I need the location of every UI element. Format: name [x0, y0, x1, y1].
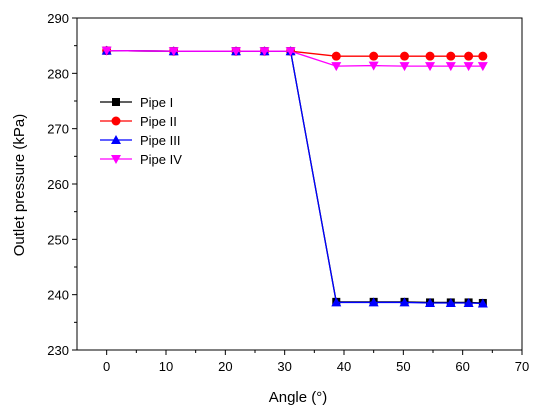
data-point — [446, 51, 456, 61]
series-line — [106, 49, 483, 67]
x-tick-label: 30 — [277, 359, 291, 374]
y-tick-label: 280 — [47, 66, 69, 81]
x-tick-label: 50 — [396, 359, 410, 374]
data-point — [425, 62, 436, 72]
data-point — [425, 51, 435, 61]
plot-area — [76, 17, 523, 351]
series-4 — [101, 46, 488, 72]
data-point — [331, 62, 342, 72]
data-point — [101, 46, 112, 56]
data-point — [368, 61, 379, 71]
legend-item: Pipe IV — [100, 152, 182, 167]
y-tick-label: 270 — [47, 122, 69, 137]
data-point — [463, 62, 474, 72]
legend-label: Pipe II — [140, 114, 177, 129]
x-tick-label: 20 — [218, 359, 232, 374]
plot-frame — [76, 17, 523, 351]
legend-marker — [112, 98, 120, 106]
legend-marker — [111, 135, 121, 144]
data-point — [445, 297, 456, 307]
y-tick-label: 230 — [47, 343, 69, 358]
data-point — [399, 62, 410, 72]
data-point — [368, 297, 379, 307]
y-tick-label: 290 — [47, 11, 69, 26]
y-axis: 230 240 250 260 270 280 290 — [47, 11, 77, 358]
y-tick-label: 250 — [47, 232, 69, 247]
y-tick-label: 260 — [47, 177, 69, 192]
legend-marker — [111, 116, 121, 126]
x-tick-label: 0 — [103, 359, 110, 374]
series-line — [106, 49, 483, 304]
legend-label: Pipe I — [140, 95, 173, 110]
x-axis: 0 10 20 30 40 50 60 70 — [103, 350, 529, 374]
data-point — [463, 297, 474, 307]
data-point — [464, 51, 474, 61]
legend-item: Pipe I — [100, 95, 173, 110]
legend-item: Pipe II — [100, 114, 177, 129]
data-point — [425, 297, 436, 307]
data-point — [285, 47, 296, 57]
series-line — [106, 49, 483, 305]
data-point — [399, 297, 410, 307]
series-1 — [102, 46, 487, 307]
x-tick-label: 40 — [337, 359, 351, 374]
data-point — [400, 51, 410, 61]
series-3 — [101, 45, 488, 308]
x-tick-label: 70 — [515, 359, 529, 374]
x-tick-label: 60 — [455, 359, 469, 374]
data-point — [231, 47, 242, 57]
legend-label: Pipe IV — [140, 152, 182, 167]
series-group — [101, 45, 488, 308]
legend: Pipe I Pipe II Pipe III Pipe IV — [100, 95, 182, 167]
x-axis-title: Angle (°) — [269, 389, 328, 406]
legend-item: Pipe III — [100, 133, 180, 148]
data-point — [331, 51, 341, 61]
data-point — [331, 297, 342, 307]
legend-marker — [111, 155, 121, 164]
y-axis-title: Outlet pressure (kPa) — [11, 114, 28, 257]
data-point — [445, 62, 456, 72]
legend-label: Pipe III — [140, 133, 180, 148]
data-point — [477, 298, 488, 308]
x-tick-label: 10 — [159, 359, 173, 374]
y-tick-label: 240 — [47, 288, 69, 303]
data-point — [369, 51, 379, 61]
data-point — [259, 47, 270, 57]
data-point — [168, 47, 179, 57]
data-point — [478, 51, 488, 61]
data-point — [477, 62, 488, 72]
